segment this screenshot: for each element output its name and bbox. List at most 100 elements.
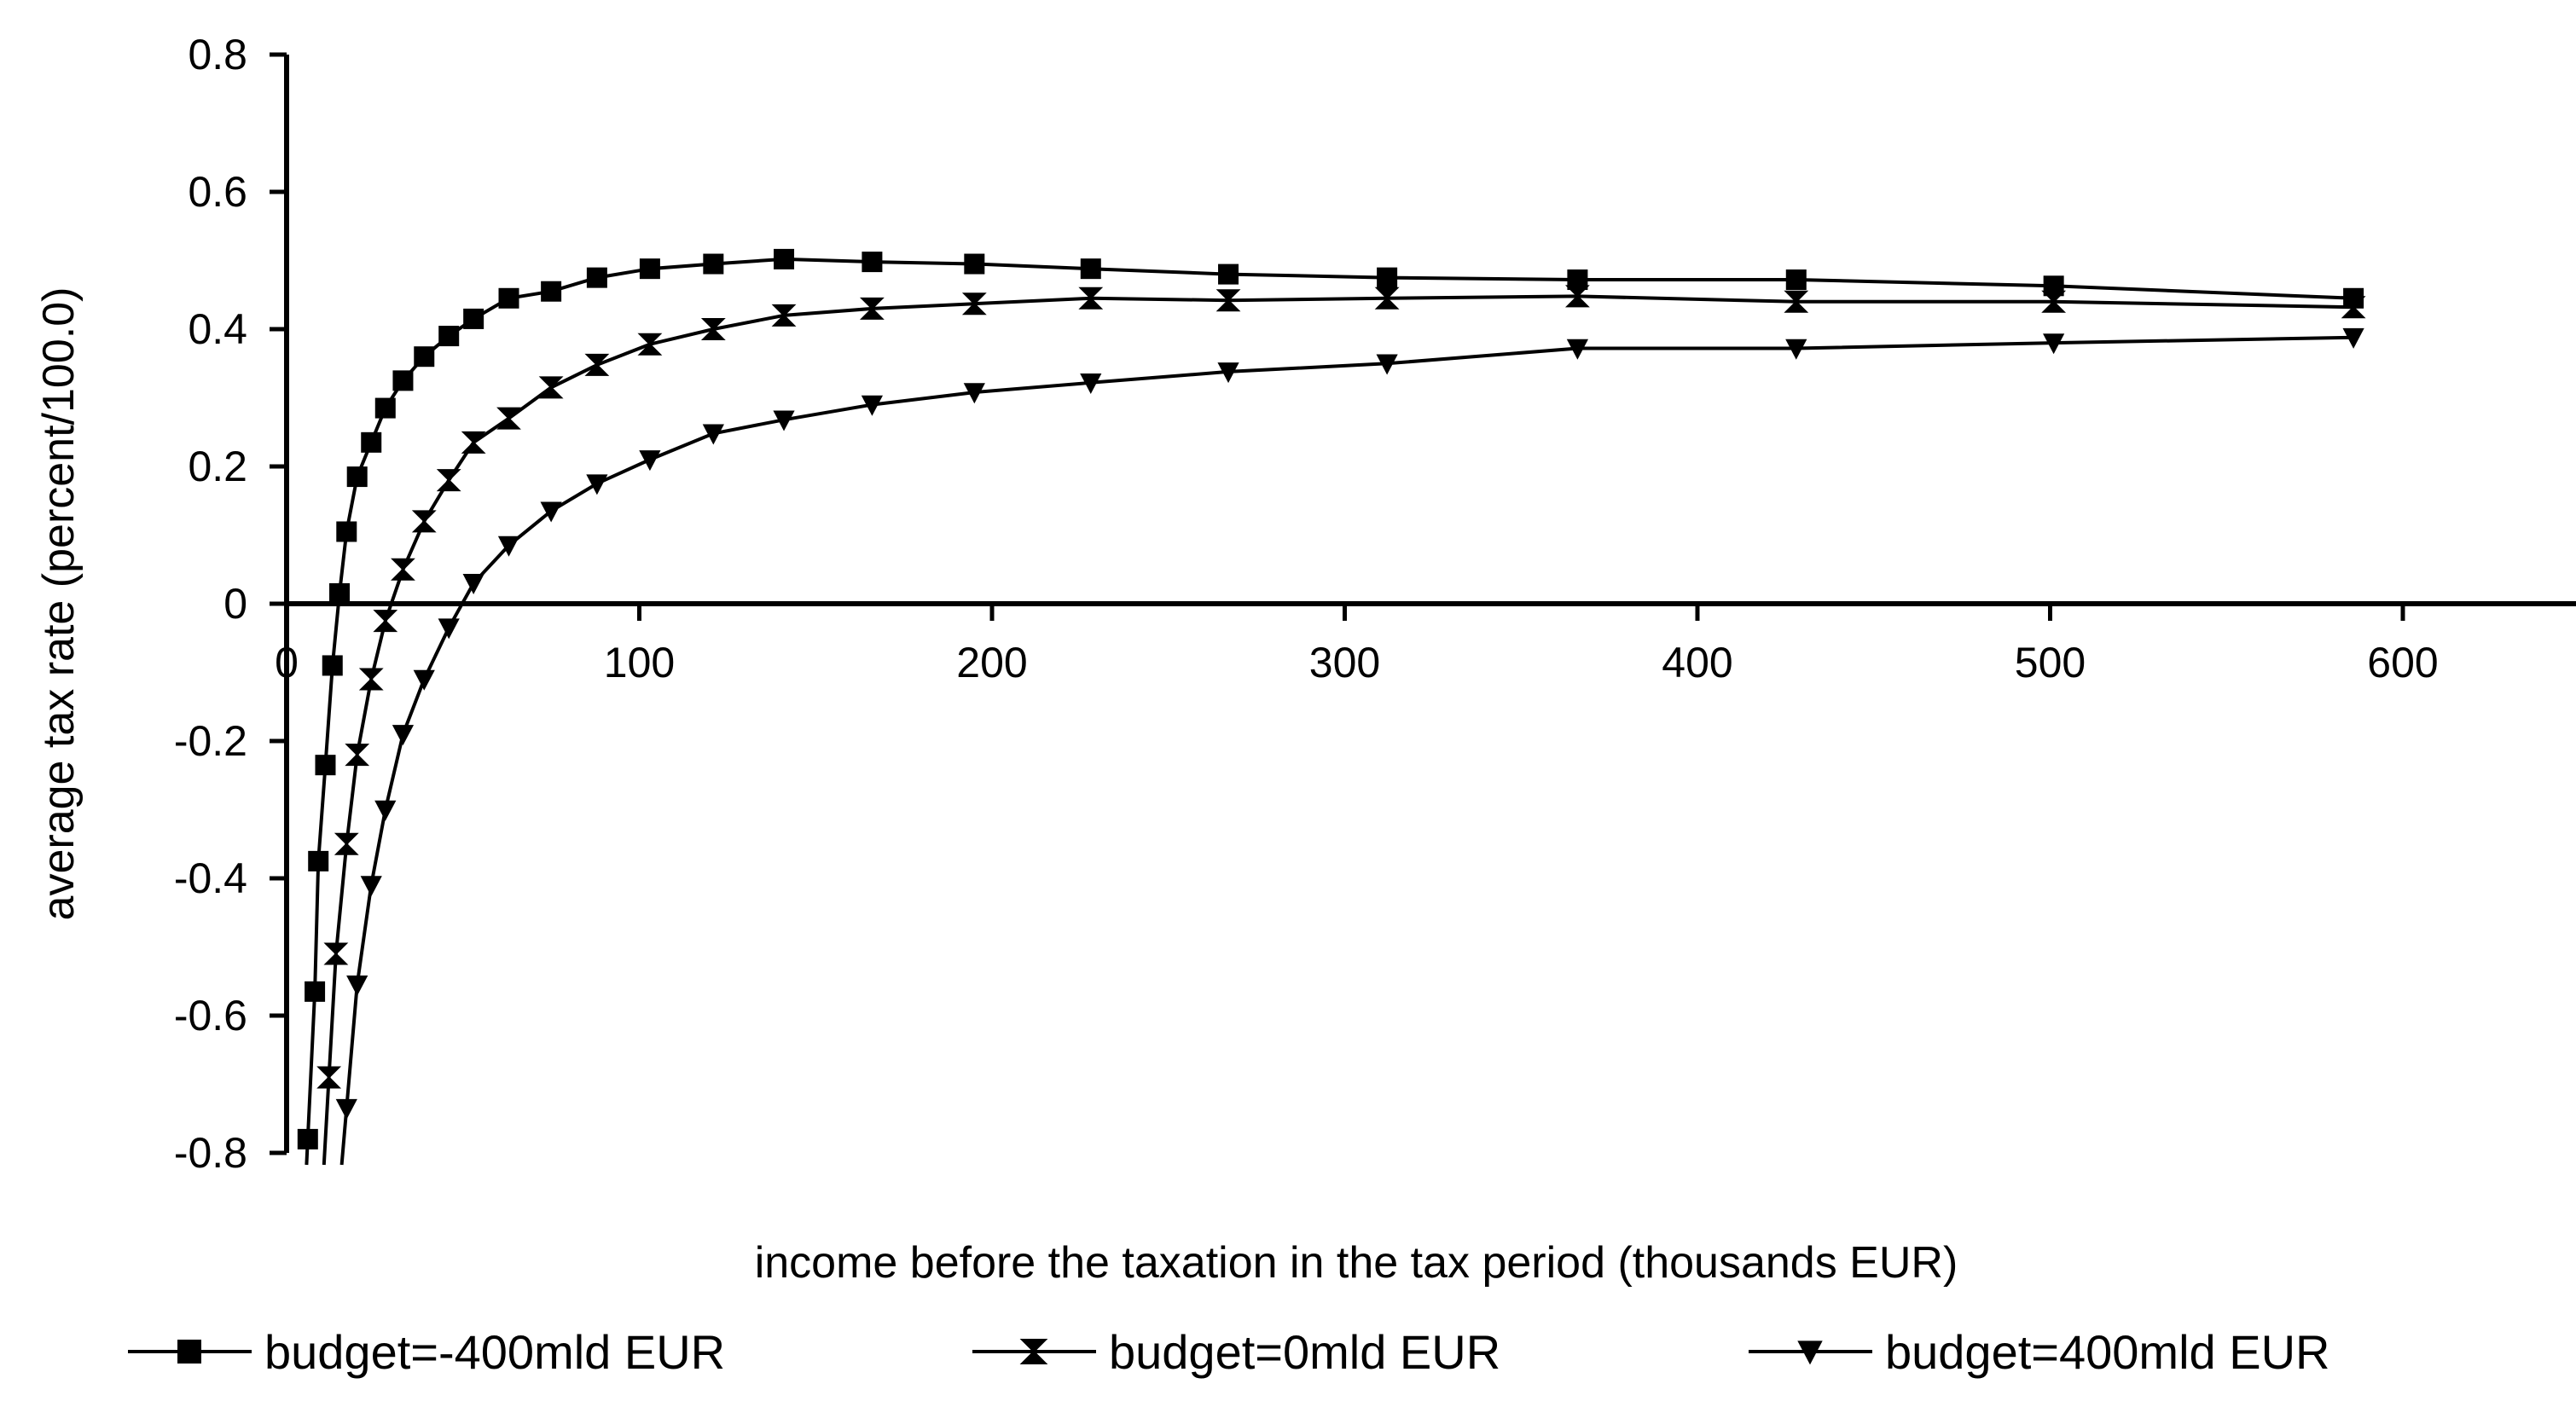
y-tick-label: 0	[223, 580, 247, 628]
data-point-marker	[463, 308, 484, 329]
data-point-marker	[497, 536, 520, 557]
data-point-marker	[586, 267, 607, 288]
legend: budget=-400mld EUR budget=0mld EUR budget=…	[128, 1325, 2329, 1379]
data-point-marker	[2341, 296, 2366, 319]
y-tick-label: -0.2	[174, 717, 247, 765]
data-point-marker	[392, 725, 415, 746]
x-tick-label: 100	[604, 639, 675, 686]
data-point-marker	[360, 876, 382, 897]
x-axis-title: income before the taxation in the tax pe…	[755, 1238, 1958, 1288]
data-point-marker	[1080, 373, 1102, 394]
data-point-marker	[586, 474, 608, 495]
data-point-marker	[438, 326, 460, 347]
data-point-marker	[305, 981, 326, 1002]
data-point-marker	[1080, 258, 1101, 280]
data-point-marker	[392, 370, 414, 391]
data-point-marker	[541, 281, 562, 302]
data-point-marker	[963, 383, 985, 404]
data-point-marker	[1785, 339, 1807, 360]
series-line	[322, 294, 2354, 1166]
data-point-marker	[373, 610, 398, 633]
data-point-marker	[374, 800, 397, 821]
data-point-marker	[335, 1098, 357, 1120]
data-point-marker	[438, 618, 460, 640]
data-point-marker	[1564, 285, 1590, 308]
data-point-marker	[1566, 339, 1589, 360]
legend-label: budget=400mld EUR	[1885, 1325, 2329, 1379]
data-point-marker	[639, 450, 661, 472]
data-point-marker	[639, 258, 660, 280]
data-point-marker	[637, 333, 663, 356]
data-point-marker	[391, 558, 415, 581]
x-tick-label: 300	[1309, 639, 1380, 686]
data-point-marker	[308, 850, 329, 871]
x-tick-label: 0	[275, 639, 299, 686]
data-point-marker	[315, 755, 336, 776]
axes: 0.8 0.6 0.4 0.2 0 -0.2 -0.4 -0.6 -0.8 0 100 200 300 4…	[174, 31, 2576, 1177]
y-tick-label: 0.6	[188, 168, 247, 216]
series-2	[316, 285, 2366, 1166]
data-point-marker	[297, 1128, 318, 1149]
data-point-marker	[861, 395, 884, 416]
data-point-marker	[703, 253, 724, 275]
series-line	[305, 257, 2354, 1166]
data-point-marker	[462, 574, 484, 595]
data-point-marker	[361, 431, 382, 453]
data-point-marker	[323, 942, 349, 965]
data-point-marker	[584, 353, 610, 376]
y-tick-label: -0.6	[174, 992, 247, 1039]
data-point-marker	[436, 469, 461, 492]
series-3	[335, 327, 2364, 1166]
data-point-marker	[702, 424, 724, 445]
y-tick-label: 0.4	[188, 305, 247, 353]
data-point-marker	[2342, 327, 2364, 349]
data-point-marker	[2041, 290, 2067, 313]
data-point-marker	[859, 297, 885, 320]
data-point-marker	[498, 287, 519, 309]
data-point-marker	[1215, 289, 1241, 312]
data-point-marker	[1374, 287, 1400, 310]
legend-item-1: budget=-400mld EUR	[128, 1325, 725, 1379]
x-tick-label: 400	[1662, 639, 1732, 686]
data-point-marker	[961, 292, 987, 316]
data-point-marker	[1377, 267, 1398, 288]
data-point-marker	[700, 318, 726, 340]
data-point-marker	[2043, 333, 2065, 355]
y-tick-label: -0.8	[174, 1129, 247, 1177]
data-point-marker	[413, 669, 435, 691]
legend-label: budget=0mld EUR	[1109, 1325, 1500, 1379]
data-point-marker	[496, 407, 521, 430]
data-point-marker	[774, 248, 795, 269]
x-tick-label: 600	[2367, 639, 2438, 686]
data-point-marker	[414, 346, 435, 368]
data-point-marker	[322, 655, 343, 676]
data-point-marker	[1217, 362, 1239, 384]
legend-label: budget=-400mld EUR	[264, 1325, 725, 1379]
data-point-marker	[1797, 1340, 1823, 1365]
data-point-marker	[862, 252, 883, 273]
data-point-marker	[411, 510, 437, 533]
x-tick-label: 200	[956, 639, 1027, 686]
data-point-marker	[1784, 290, 1809, 313]
series-line	[339, 335, 2354, 1166]
data-point-marker	[461, 431, 486, 454]
data-point-marker	[1019, 1339, 1048, 1364]
data-point-marker	[540, 501, 562, 523]
data-point-marker	[771, 304, 797, 327]
data-point-marker	[346, 466, 368, 488]
data-point-marker	[346, 975, 368, 996]
data-point-marker	[329, 582, 351, 604]
y-tick-label: 0.8	[188, 31, 247, 78]
data-point-marker	[334, 832, 359, 855]
data-point-marker	[1078, 287, 1104, 310]
data-point-marker	[1376, 354, 1398, 375]
data-point-marker	[374, 397, 396, 419]
data-point-marker	[345, 744, 370, 767]
plot-area	[297, 248, 2366, 1166]
data-point-marker	[1218, 263, 1239, 285]
data-point-marker	[316, 1066, 342, 1089]
y-axis-title: average tax rate (percent/100.0)	[34, 287, 84, 921]
data-point-marker	[1785, 269, 1807, 291]
data-point-marker	[177, 1340, 201, 1364]
